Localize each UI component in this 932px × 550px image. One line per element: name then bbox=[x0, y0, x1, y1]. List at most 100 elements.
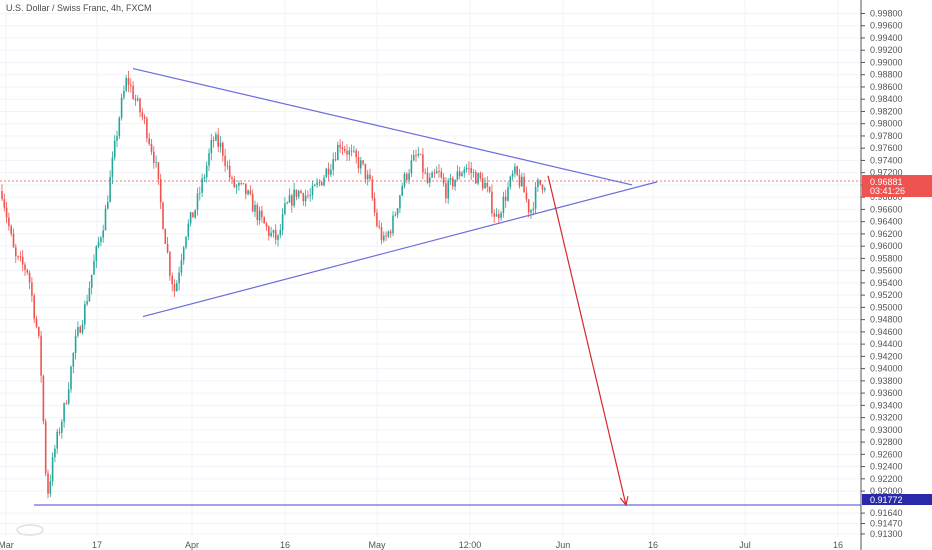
candle[interactable] bbox=[364, 163, 367, 184]
candle[interactable] bbox=[532, 202, 535, 216]
candle[interactable] bbox=[468, 161, 470, 176]
candle[interactable] bbox=[424, 168, 426, 175]
candle[interactable] bbox=[433, 168, 436, 178]
candle[interactable] bbox=[274, 224, 277, 245]
candle[interactable] bbox=[408, 168, 410, 185]
candle[interactable] bbox=[401, 182, 403, 197]
candle[interactable] bbox=[537, 177, 539, 192]
candle[interactable] bbox=[527, 198, 530, 218]
candle[interactable] bbox=[481, 172, 484, 191]
candle[interactable] bbox=[164, 228, 167, 245]
candle[interactable] bbox=[97, 236, 100, 249]
candle[interactable] bbox=[185, 236, 187, 250]
candle[interactable] bbox=[146, 116, 148, 143]
candle[interactable] bbox=[72, 352, 75, 374]
candle[interactable] bbox=[516, 165, 518, 177]
candle[interactable] bbox=[314, 183, 316, 187]
candle[interactable] bbox=[254, 200, 256, 218]
candle[interactable] bbox=[208, 148, 210, 171]
candle[interactable] bbox=[463, 166, 466, 178]
candle[interactable] bbox=[196, 187, 199, 216]
candle[interactable] bbox=[189, 211, 192, 227]
candle[interactable] bbox=[403, 171, 406, 189]
candle[interactable] bbox=[238, 180, 240, 191]
candle[interactable] bbox=[79, 325, 81, 334]
candle[interactable] bbox=[426, 167, 429, 185]
candle[interactable] bbox=[392, 210, 394, 237]
candle[interactable] bbox=[465, 163, 468, 173]
candle[interactable] bbox=[258, 206, 261, 225]
candles[interactable] bbox=[1, 70, 546, 499]
candle[interactable] bbox=[242, 183, 245, 185]
candle[interactable] bbox=[323, 174, 325, 187]
candle[interactable] bbox=[256, 202, 259, 226]
candle[interactable] bbox=[180, 253, 183, 277]
candle[interactable] bbox=[212, 136, 215, 148]
candle[interactable] bbox=[187, 219, 190, 241]
candle[interactable] bbox=[396, 207, 399, 219]
candle[interactable] bbox=[470, 162, 472, 181]
candle[interactable] bbox=[3, 193, 6, 212]
candle[interactable] bbox=[95, 245, 98, 269]
candle[interactable] bbox=[270, 226, 272, 238]
candle[interactable] bbox=[431, 170, 433, 178]
candle[interactable] bbox=[456, 165, 459, 181]
candle[interactable] bbox=[8, 212, 10, 231]
candle[interactable] bbox=[337, 141, 339, 161]
candle[interactable] bbox=[104, 204, 107, 231]
candle[interactable] bbox=[502, 191, 505, 218]
candle[interactable] bbox=[509, 175, 512, 190]
candle[interactable] bbox=[139, 97, 141, 118]
candle[interactable] bbox=[286, 201, 288, 205]
candle[interactable] bbox=[311, 180, 314, 200]
candle[interactable] bbox=[148, 132, 150, 146]
candle[interactable] bbox=[21, 250, 24, 272]
candle[interactable] bbox=[415, 149, 417, 162]
candle[interactable] bbox=[70, 365, 72, 393]
candle[interactable] bbox=[1, 184, 3, 202]
candle[interactable] bbox=[304, 189, 307, 207]
candle[interactable] bbox=[452, 176, 454, 190]
candle[interactable] bbox=[81, 319, 84, 335]
candle[interactable] bbox=[293, 182, 295, 208]
candle[interactable] bbox=[525, 186, 528, 203]
candle[interactable] bbox=[488, 186, 491, 194]
candle[interactable] bbox=[171, 272, 173, 292]
candle[interactable] bbox=[376, 208, 378, 228]
candle[interactable] bbox=[380, 222, 383, 245]
candle[interactable] bbox=[385, 231, 387, 242]
candle[interactable] bbox=[387, 230, 390, 239]
candle[interactable] bbox=[265, 221, 268, 232]
candle[interactable] bbox=[268, 225, 270, 241]
candle[interactable] bbox=[100, 235, 102, 247]
candle[interactable] bbox=[477, 172, 479, 186]
candle[interactable] bbox=[504, 189, 507, 209]
candle[interactable] bbox=[429, 172, 431, 188]
candle[interactable] bbox=[107, 195, 109, 210]
candle[interactable] bbox=[86, 294, 88, 307]
candle[interactable] bbox=[458, 166, 461, 180]
candle[interactable] bbox=[199, 186, 201, 201]
candle[interactable] bbox=[422, 148, 424, 179]
candle[interactable] bbox=[120, 93, 123, 121]
candle[interactable] bbox=[84, 300, 86, 330]
candle[interactable] bbox=[123, 85, 125, 101]
candle[interactable] bbox=[475, 169, 477, 184]
candle[interactable] bbox=[360, 156, 362, 175]
candle[interactable] bbox=[127, 70, 130, 93]
candle[interactable] bbox=[383, 231, 385, 243]
candle[interactable] bbox=[544, 186, 546, 193]
candle[interactable] bbox=[355, 148, 357, 164]
candle[interactable] bbox=[159, 173, 162, 210]
candle[interactable] bbox=[371, 175, 374, 201]
candle[interactable] bbox=[357, 151, 360, 174]
candle[interactable] bbox=[130, 78, 132, 93]
candle[interactable] bbox=[157, 162, 160, 185]
candle[interactable] bbox=[49, 474, 52, 498]
candle[interactable] bbox=[406, 172, 408, 184]
candle[interactable] bbox=[51, 452, 54, 486]
candle[interactable] bbox=[5, 202, 8, 224]
candle[interactable] bbox=[77, 321, 79, 338]
candle[interactable] bbox=[378, 220, 380, 230]
